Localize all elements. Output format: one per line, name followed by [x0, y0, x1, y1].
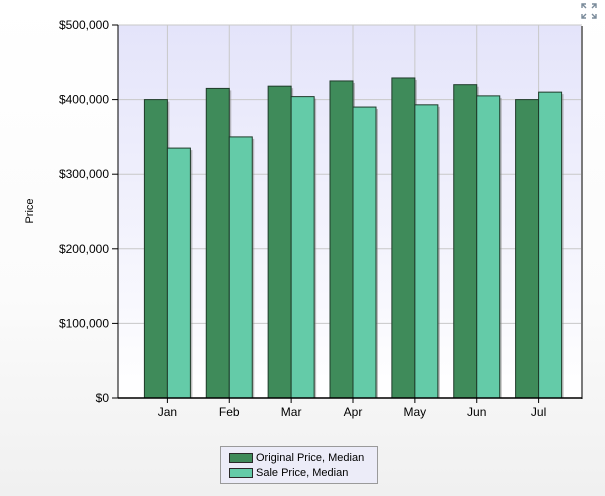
legend-swatch-original-price [229, 452, 253, 463]
bar-original-price-feb [205, 87, 230, 399]
y-tick-label: $300,000 [59, 167, 109, 181]
legend-label-original-price: Original Price, Median [256, 451, 365, 464]
y-tick-label: $500,000 [59, 18, 109, 32]
x-tick-label: Mar [281, 405, 302, 419]
bar-sale-price-may [414, 104, 439, 399]
legend-swatch-sale-price [229, 467, 253, 478]
y-tick-label: $200,000 [59, 242, 109, 256]
y-tick-label: $0 [96, 391, 110, 405]
x-tick-label: Jul [531, 405, 546, 419]
legend-item-sale-price: Sale Price, Median [229, 465, 377, 480]
legend-item-original-price: Original Price, Median [229, 450, 377, 465]
x-tick-label: May [404, 405, 427, 419]
bar-sale-price-mar [290, 96, 315, 399]
bar-original-price-jul [515, 99, 540, 399]
expand-arrows-icon[interactable] [581, 3, 597, 19]
plot-area [117, 24, 583, 399]
bar-sale-price-apr [352, 106, 377, 399]
y-tick-label: $100,000 [59, 316, 109, 330]
x-axis-ticks: Jan Feb Mar Apr May Jun Jul [158, 398, 546, 419]
bar-sale-price-jan [166, 147, 191, 399]
x-tick-label: Jan [158, 405, 177, 419]
x-tick-label: Apr [344, 405, 363, 419]
bar-original-price-may [391, 77, 416, 399]
expand-arrows-icon-glyph [581, 3, 597, 19]
legend: Original Price, Median Sale Price, Media… [220, 446, 378, 484]
bar-sale-price-jul [538, 91, 563, 399]
bar-original-price-apr [329, 80, 354, 399]
legend-label-sale-price: Sale Price, Median [256, 466, 349, 479]
bar-original-price-jun [453, 84, 478, 399]
y-tick-label: $400,000 [59, 93, 109, 107]
bar-sale-price-feb [228, 136, 253, 399]
y-axis-label: Price [24, 198, 36, 223]
bar-original-price-mar [267, 85, 292, 399]
x-tick-label: Jun [467, 405, 486, 419]
bar-series [143, 77, 564, 399]
bar-sale-price-jun [476, 95, 501, 399]
y-axis-ticks: $0 $100,000 $200,000 $300,000 $400,000 $500,0… [59, 18, 118, 405]
x-tick-label: Feb [219, 405, 240, 419]
bar-original-price-jan [143, 99, 168, 399]
